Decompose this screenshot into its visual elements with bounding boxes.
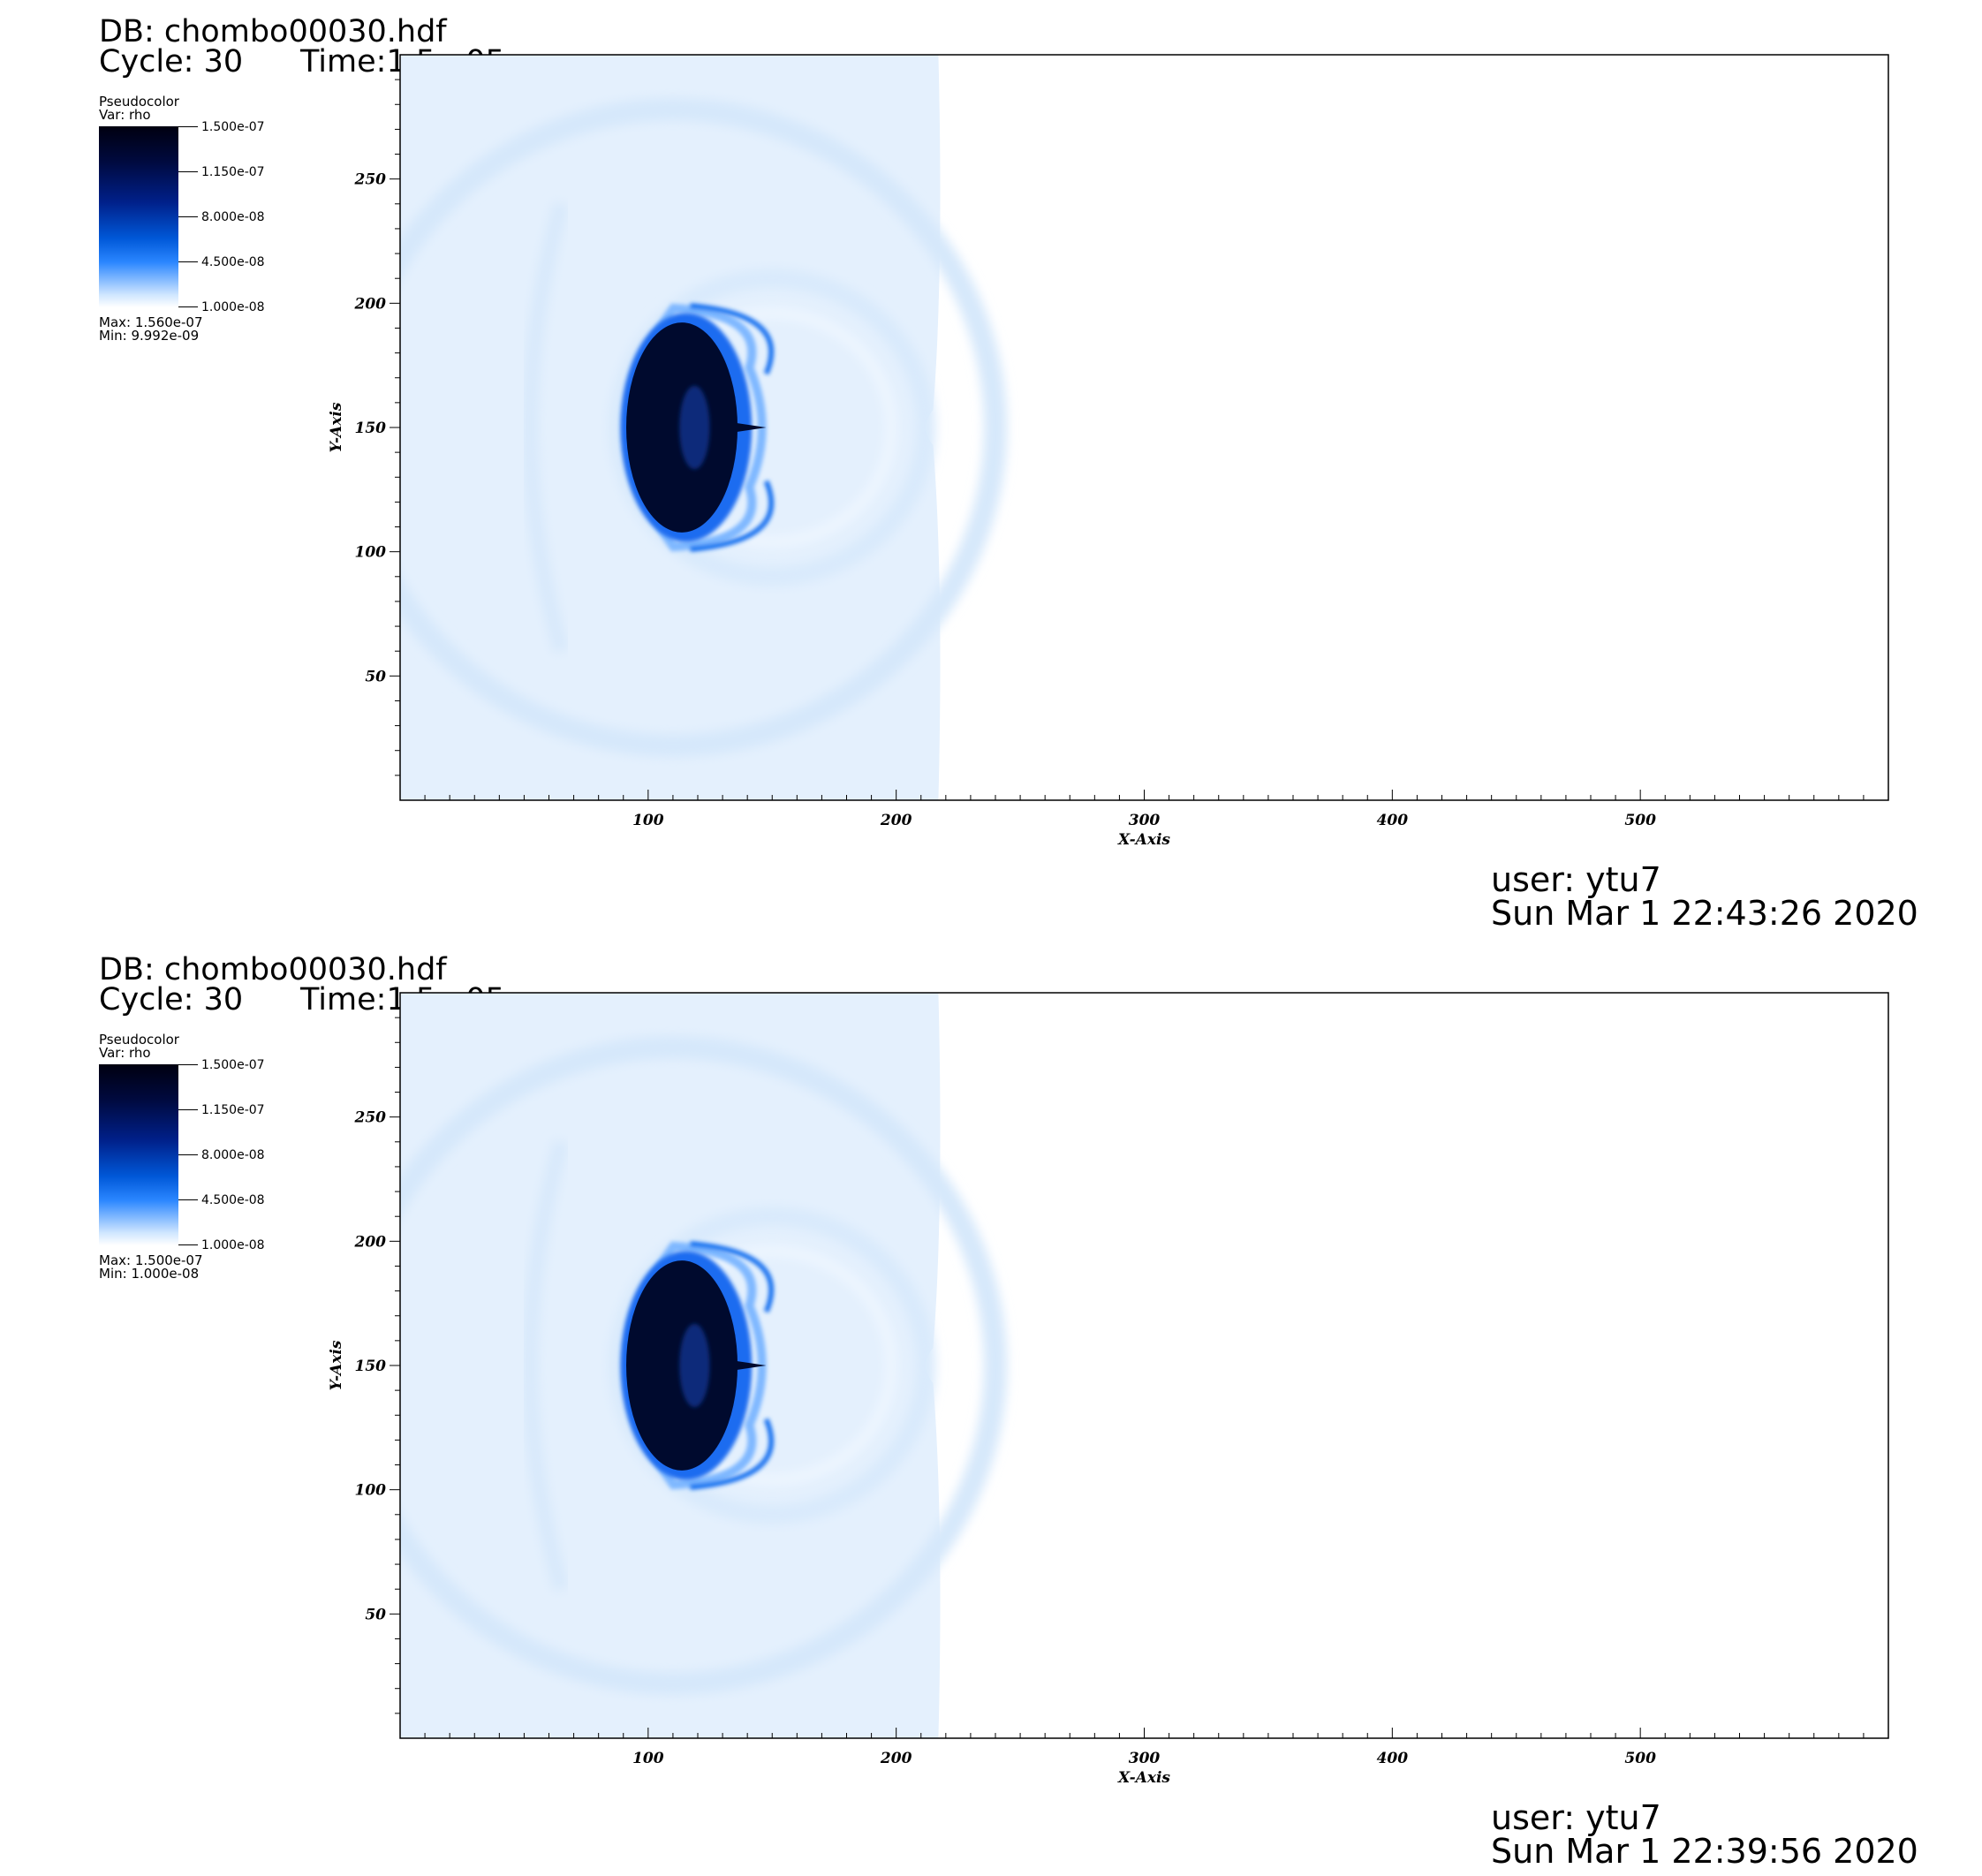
colorbar <box>99 126 178 307</box>
wake-arc <box>522 1139 570 1592</box>
cycle-label: Cycle: 30 <box>99 44 244 79</box>
wake-arc <box>522 201 570 654</box>
y-axis-label: Y-Axis <box>328 402 345 452</box>
x-tick-label: 500 <box>1624 812 1656 829</box>
colorbar-tick-label: 4.500e-08 <box>201 255 265 269</box>
outer-shell <box>400 1036 1007 1695</box>
y-tick-label: 200 <box>354 295 387 313</box>
colorbar-tick <box>178 126 198 127</box>
colorbar-tick <box>178 1064 198 1065</box>
colorbar-tick-label: 1.500e-07 <box>201 1058 265 1072</box>
db-label: DB: chombo00030.hdf <box>99 952 447 987</box>
db-label: DB: chombo00030.hdf <box>99 14 447 49</box>
colorbar-tick <box>178 216 198 217</box>
colorbar-tick-label: 8.000e-08 <box>201 210 265 224</box>
heatmap-plot: 100 200 300 400 500 50 100 150 200 250 X-Axis Y-Axi… <box>328 992 1889 1787</box>
outer-shell <box>400 98 1007 757</box>
colorbar-tick-label: 1.150e-07 <box>201 1103 265 1117</box>
legend-var: Var: rho <box>99 107 151 123</box>
legend-max: Max: 1.500e-07 <box>99 1252 203 1268</box>
plot-panel-1: DB: chombo00030.hdf Cycle: 30 Time:1.5e-… <box>99 14 1918 933</box>
y-tick-label: 50 <box>365 668 386 685</box>
colorbar-tick <box>178 261 198 262</box>
x-tick-label: 200 <box>880 1750 912 1767</box>
legend-title: Pseudocolor <box>99 94 179 110</box>
wing-upper <box>690 1241 775 1313</box>
colorbar-tick <box>178 306 198 307</box>
colorbar-tick-label: 1.000e-08 <box>201 300 265 314</box>
wing-upper <box>690 303 775 375</box>
blob-spike <box>737 1361 767 1370</box>
y-tick-label: 150 <box>355 1358 387 1375</box>
y-tick-label: 100 <box>355 544 387 562</box>
wing-lower <box>690 480 775 552</box>
y-tick-label: 250 <box>354 1109 387 1127</box>
x-tick-label: 300 <box>1129 1750 1161 1767</box>
legend-max: Max: 1.560e-07 <box>99 314 203 330</box>
blob-spike <box>737 423 767 432</box>
y-tick-label: 50 <box>365 1606 386 1623</box>
colorbar-tick-label: 1.150e-07 <box>201 165 265 179</box>
legend-var: Var: rho <box>99 1045 151 1061</box>
date-label: Sun Mar 1 22:39:56 2020 <box>1491 1832 1918 1871</box>
colorbar <box>99 1064 178 1245</box>
inner-shell <box>609 1207 936 1524</box>
y-tick-label: 200 <box>354 1233 387 1251</box>
density-field <box>400 993 1007 1738</box>
blob-core <box>679 1323 710 1408</box>
x-tick-label: 500 <box>1624 1750 1656 1767</box>
x-axis-label: X-Axis <box>1117 831 1170 849</box>
legend-min: Min: 9.992e-09 <box>99 328 200 344</box>
x-tick-label: 400 <box>1377 1750 1409 1767</box>
colorbar-tick-label: 1.000e-08 <box>201 1238 265 1252</box>
inner-shell <box>609 269 936 586</box>
colorbar-tick <box>178 171 198 172</box>
colorbar-tick <box>178 1244 198 1245</box>
date-label: Sun Mar 1 22:43:26 2020 <box>1491 894 1918 933</box>
x-axis-label: X-Axis <box>1117 1769 1170 1787</box>
x-tick-label: 200 <box>880 812 912 829</box>
y-tick-label: 150 <box>355 420 387 437</box>
density-field <box>400 55 1007 800</box>
cycle-label: Cycle: 30 <box>99 982 244 1017</box>
colorbar-tick-label: 4.500e-08 <box>201 1193 265 1207</box>
legend-min: Min: 1.000e-08 <box>99 1266 200 1282</box>
x-tick-label: 100 <box>632 812 664 829</box>
colorbar-tick-label: 8.000e-08 <box>201 1148 265 1162</box>
colorbar-tick-label: 1.500e-07 <box>201 120 265 134</box>
y-tick-label: 250 <box>354 171 387 189</box>
plot-panel-2: DB: chombo00030.hdf Cycle: 30 Time:1.5e-… <box>0 938 1982 1876</box>
wing-lower <box>690 1418 775 1490</box>
colorbar-tick <box>178 1109 198 1110</box>
x-tick-label: 300 <box>1129 812 1161 829</box>
user-label: user: ytu7 <box>1491 860 1661 899</box>
blob-core <box>679 385 710 470</box>
colorbar-tick <box>178 1154 198 1155</box>
x-tick-label: 100 <box>632 1750 664 1767</box>
y-tick-label: 100 <box>355 1482 387 1500</box>
legend-title: Pseudocolor <box>99 1032 179 1048</box>
user-label: user: ytu7 <box>1491 1798 1661 1837</box>
heatmap-plot: 100 200 300 400 500 50 100 150 200 250 X-Axis Y-Axi… <box>328 54 1889 849</box>
y-axis-label: Y-Axis <box>328 1340 345 1390</box>
colorbar-tick <box>178 1199 198 1200</box>
x-tick-label: 400 <box>1377 812 1409 829</box>
